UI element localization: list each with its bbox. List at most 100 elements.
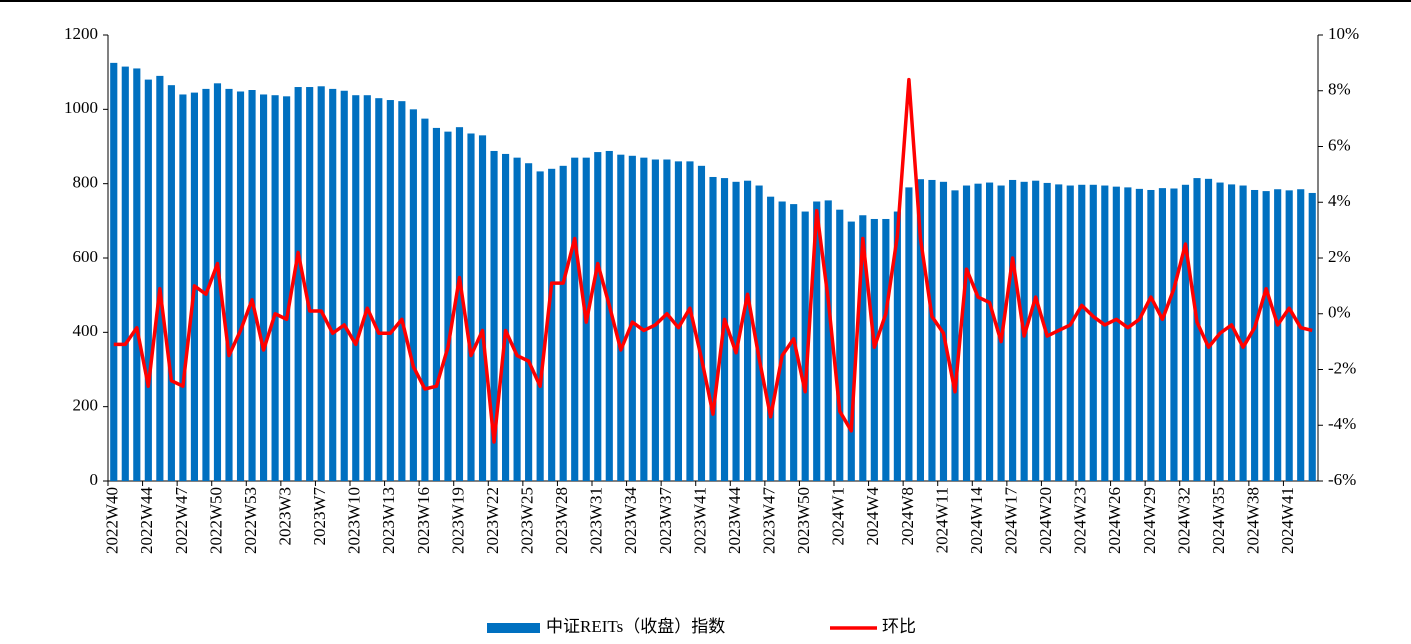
bar [398,101,406,481]
bar [156,75,164,481]
bar [167,85,175,482]
bar [674,161,683,481]
x-tick-label: 2023W34 [621,487,640,555]
x-tick-label: 2022W44 [137,487,156,555]
bar [1147,189,1155,482]
legend-swatch [487,623,540,633]
bar [202,88,210,482]
x-tick-label: 2023W19 [448,487,467,554]
bar [213,83,222,482]
bar [767,196,775,482]
bar [490,150,498,481]
bar [743,180,752,481]
bar [605,150,613,481]
bar [755,185,763,481]
bar [375,98,383,481]
x-tick-label: 2022W53 [241,487,260,554]
x-tick-label: 2022W50 [206,487,225,554]
bar [259,94,268,481]
bar [525,163,533,481]
bar [594,152,602,481]
bar [732,181,740,481]
x-tick-label: 2023W31 [587,487,606,554]
bar [559,165,567,481]
bar [1032,180,1040,481]
bar [1009,179,1017,481]
bar [686,161,694,481]
bar [962,185,971,481]
x-tick-label: 2024W8 [898,487,917,546]
bar [271,95,279,482]
bar [974,183,982,481]
bar [801,211,809,481]
y-tick-label: 1200 [64,24,98,43]
bar [536,171,544,481]
bar [916,179,925,481]
bar [548,168,556,482]
x-tick-label: 2024W17 [1002,487,1021,555]
y2-tick-label: 8% [1328,80,1351,99]
bar [1101,185,1109,481]
bar [455,127,464,481]
x-tick-label: 2024W26 [1105,487,1124,554]
bar [340,90,348,481]
bar [236,91,245,481]
bar [1227,184,1236,481]
bar [1193,178,1201,481]
bar [478,135,487,481]
bar [870,218,878,481]
bar [317,86,325,481]
bar [1285,190,1293,481]
x-tick-label: 2024W29 [1140,487,1159,554]
x-tick-label: 2023W13 [379,487,398,554]
bar [709,176,717,481]
bar [617,154,625,481]
y-tick-label: 400 [73,321,99,340]
bar [1066,185,1074,481]
bar [893,211,901,481]
bar [421,118,429,481]
bar [513,157,521,481]
x-tick-label: 2024W20 [1036,487,1055,554]
x-tick-label: 2023W25 [518,487,537,554]
bar [306,87,314,482]
y-tick-label: 1000 [64,98,98,117]
bar [133,68,141,481]
x-tick-label: 2023W47 [760,487,779,555]
y-tick-label: 600 [73,247,99,266]
x-tick-label: 2023W41 [690,487,709,554]
x-tick-label: 2023W44 [725,487,744,555]
legend-label: 环比 [882,617,916,636]
legend-label: 中证REITs（收盘）指数 [546,617,725,636]
bar [824,200,832,481]
bar [1262,191,1270,481]
bar [283,96,291,481]
bar [928,179,936,481]
bar [1135,188,1143,481]
bar [501,153,510,481]
bar [144,79,152,481]
bar [651,159,659,481]
y2-tick-label: 2% [1328,247,1351,266]
bar [225,88,233,482]
bar [121,66,129,481]
bar [409,109,417,481]
bar [1089,184,1097,481]
x-tick-label: 2023W16 [414,487,433,554]
bar [882,218,890,481]
x-tick-label: 2024W38 [1244,487,1263,554]
bar [1204,178,1213,481]
bar [352,95,360,482]
bar [179,94,187,481]
bar [1297,189,1305,481]
line [113,77,1313,444]
bar [778,201,786,482]
x-tick-label: 2023W37 [656,487,675,555]
y2-tick-label: 10% [1328,24,1359,43]
bar [110,62,118,481]
bar [1124,187,1132,481]
bar [1170,188,1178,481]
y2-tick-label: -4% [1328,414,1356,433]
bar [444,131,452,481]
